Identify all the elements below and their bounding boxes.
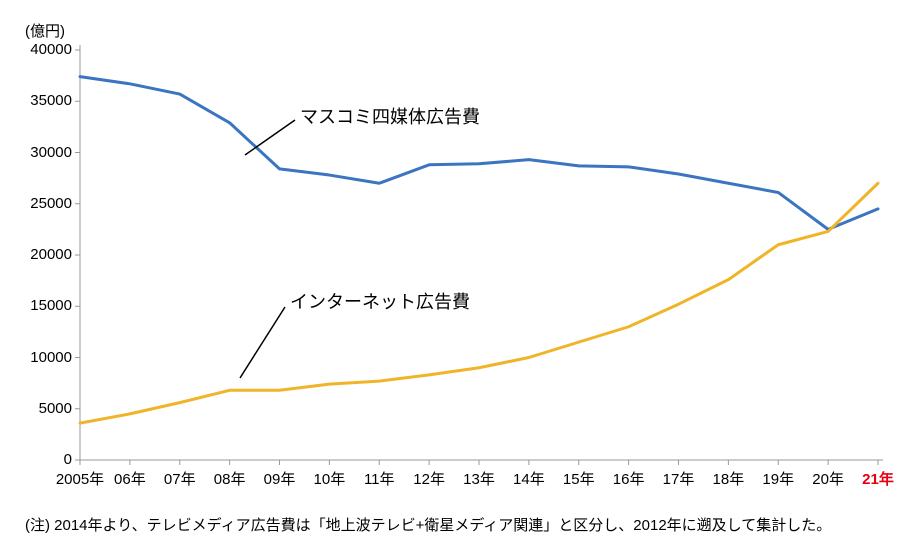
y-tick-label: 15000 — [30, 297, 72, 314]
y-tick-label: 0 — [64, 451, 72, 468]
series-label: マスコミ四媒体広告費 — [300, 103, 480, 129]
y-tick-label: 20000 — [30, 246, 72, 263]
chart-svg — [0, 0, 900, 545]
series-label: インターネット広告費 — [290, 288, 470, 314]
chart-footnote: (注) 2014年より、テレビメディア広告費は「地上波テレビ+衛星メディア関連」… — [25, 514, 831, 535]
x-tick-label: 21年 — [848, 468, 900, 489]
y-tick-label: 10000 — [30, 349, 72, 366]
y-tick-label: 30000 — [30, 144, 72, 161]
y-tick-label: 40000 — [30, 41, 72, 58]
y-tick-label: 35000 — [30, 92, 72, 109]
line-chart: (億円) 0 5000 10000 15000 20000 25000 30000 35000… — [0, 0, 900, 545]
y-tick-label: 5000 — [39, 400, 72, 417]
y-tick-label: 25000 — [30, 195, 72, 212]
y-axis-unit: (億円) — [25, 20, 65, 41]
